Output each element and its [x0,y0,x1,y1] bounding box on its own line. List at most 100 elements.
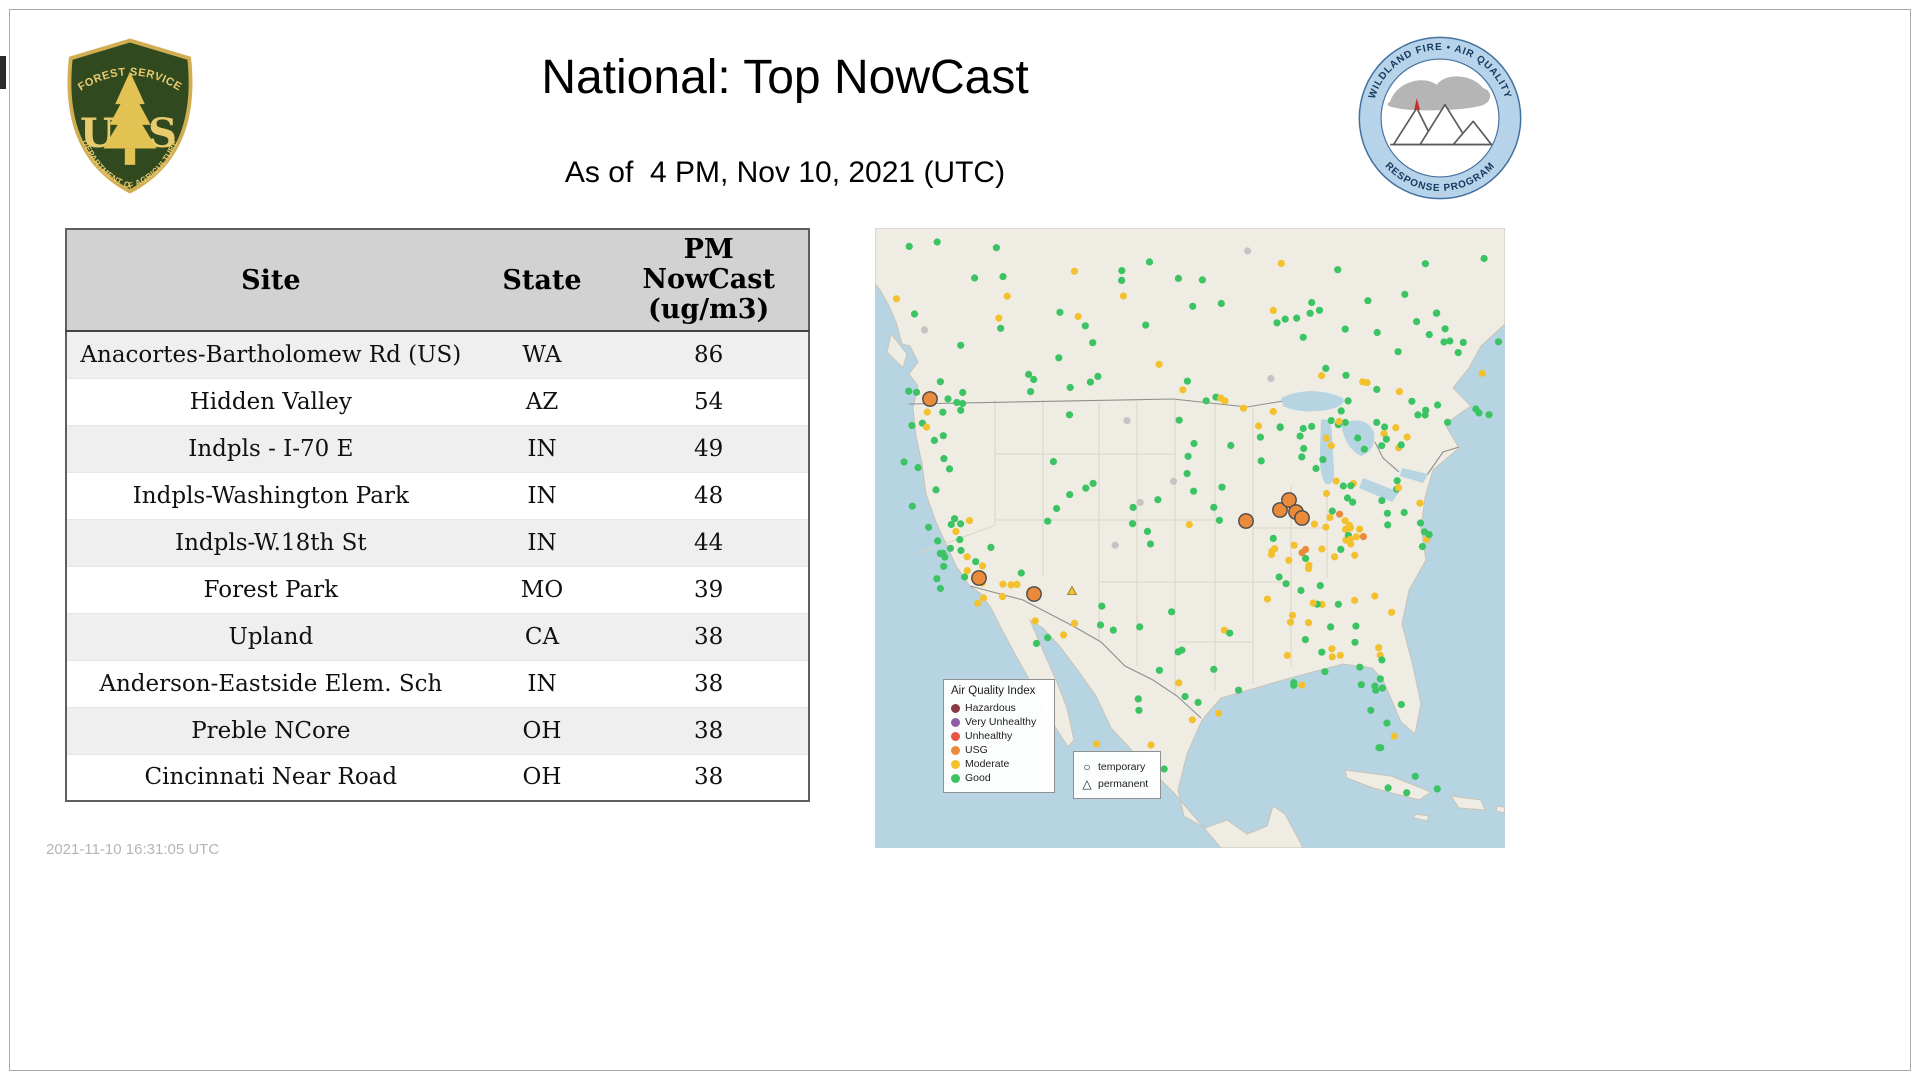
table-row: Forest Park MO 39 [66,566,809,614]
north-america-landmass [875,228,1505,848]
nowcast-value-cell: 48 [609,472,809,520]
monitor-dot-good [1334,600,1342,608]
monitor-dot-moderate [1304,565,1313,573]
monitor-dot-good [1373,328,1381,337]
monitor-dot-good [905,242,913,250]
state-cell: OH [474,707,610,755]
monitor-dot-good [1174,274,1182,282]
monitor-dot-good [1434,401,1442,409]
table-row: Anacortes-Bartholomew Rd (US) WA 86 [66,331,809,379]
monitor-dot-good [1308,422,1316,430]
monitor-dot-inactive [1169,477,1178,485]
monitor-dot-good [1256,433,1264,441]
monitor-dot-good [1444,418,1452,426]
monitor-dot-moderate [1263,595,1271,603]
table-row: Upland CA 38 [66,613,809,661]
monitor-dot-moderate [1007,581,1015,589]
monitor-dot-good [1044,517,1052,525]
monitor-dot-good [933,575,941,583]
monitor-dot-moderate [1074,312,1082,321]
aqi-legend: Air Quality Index Hazardous Very Unhealth… [943,679,1055,793]
monitor-dot-good [930,436,938,444]
monitor-dot-good [925,523,933,531]
permanent-site-marker [1066,585,1078,595]
monitor-dot-good [1089,479,1097,487]
triangle-marker-icon: △ [1082,776,1092,791]
type-legend-label: permanent [1098,777,1149,790]
monitor-dot-good [1066,491,1074,499]
monitor-dot-moderate [1318,545,1326,553]
table-row: Indpls - I-70 E IN 49 [66,425,809,473]
aqi-legend-label: Moderate [965,758,1010,770]
monitor-dot-moderate [892,295,901,303]
monitor-dot-moderate [1416,499,1424,507]
monitor-dot-good [910,310,919,318]
monitor-dot-moderate [1403,433,1411,441]
monitor-dot-good [1411,772,1419,780]
type-legend-item: ○ temporary [1081,758,1153,775]
monitor-dot-good [1210,503,1218,511]
monitor-dot-good [1198,276,1206,284]
monitor-dot-usg [1298,549,1306,557]
monitor-dot-good [1342,371,1350,379]
monitor-dot-good [1297,586,1305,595]
monitor-dot-good [1373,418,1381,426]
monitor-dot-good [987,543,995,551]
monitor-dot-good [1160,765,1168,773]
state-cell: IN [474,472,610,520]
col-header-pm-nowcast: PM NowCast (ug/m3) [609,229,809,332]
monitor-dot-good [1360,445,1368,453]
monitor-dot-good [1327,417,1335,425]
monitor-dot-good [1441,325,1449,333]
very_unhealthy-swatch [951,717,960,727]
monitor-dot-moderate [979,594,988,602]
monitor-dot-moderate [1318,372,1326,380]
monitor-dot-good [1319,456,1327,464]
usg-site-marker [1272,502,1288,518]
usg-site-marker [971,570,987,586]
monitor-dot-moderate [1326,513,1334,522]
monitor-dot-moderate [1330,553,1339,561]
monitor-dot-moderate [923,423,931,431]
monitor-dot-good [1378,497,1386,505]
table-row: Hidden Valley AZ 54 [66,378,809,426]
monitor-dot-inactive [1123,417,1131,425]
monitor-dot-good [997,324,1005,332]
site-cell: Anacortes-Bartholomew Rd (US) [66,331,475,379]
monitor-dot-moderate [1346,524,1355,532]
monitor-dot-good [1421,260,1429,268]
monitor-dot-moderate [1298,681,1306,689]
monitor-dot-good [1299,424,1307,433]
nowcast-value-cell: 38 [609,613,809,661]
monitor-dot-moderate [1322,434,1331,442]
monitor-dot-good [1275,573,1283,581]
monitor-dot-good [953,398,961,407]
smoke-cloud-icon [1387,76,1491,111]
monitor-dot-good [1134,695,1142,703]
monitor-dot-inactive [1244,247,1252,255]
monitor-dot-moderate [1310,520,1318,528]
monitor-dot-good [1384,784,1392,792]
monitor-dot-usg [1336,510,1344,518]
monitor-dot-good [1044,634,1052,642]
monitor-dot-good [1394,348,1402,356]
usg-site-marker [1281,492,1297,508]
monitor-dot-good [1416,519,1425,527]
monitor-dot-moderate [1356,525,1364,533]
monitor-dot-moderate [1155,360,1163,368]
table-row: Indpls-Washington Park IN 48 [66,472,809,520]
monitor-dot-good [900,458,908,466]
aqi-legend-item: Very Unhealthy [951,715,1047,729]
monitor-dot-good [1178,646,1186,654]
forest-service-logo: FOREST SERVICE U S DEPARTMENT OF AGRICUL… [67,38,193,194]
monitor-dot-inactive [1136,498,1144,506]
monitor-dot-good [1298,453,1306,461]
monitor-dot-good [956,536,964,544]
monitor-dot-good [1082,484,1090,492]
monitor-dot-moderate [963,567,971,575]
monitor-dot-good [1183,377,1191,385]
monitor-dot-good [1017,569,1025,577]
monitor-dot-moderate [1175,679,1183,687]
monitor-dot-good [1376,675,1384,683]
monitor-dot-good [1351,638,1359,646]
